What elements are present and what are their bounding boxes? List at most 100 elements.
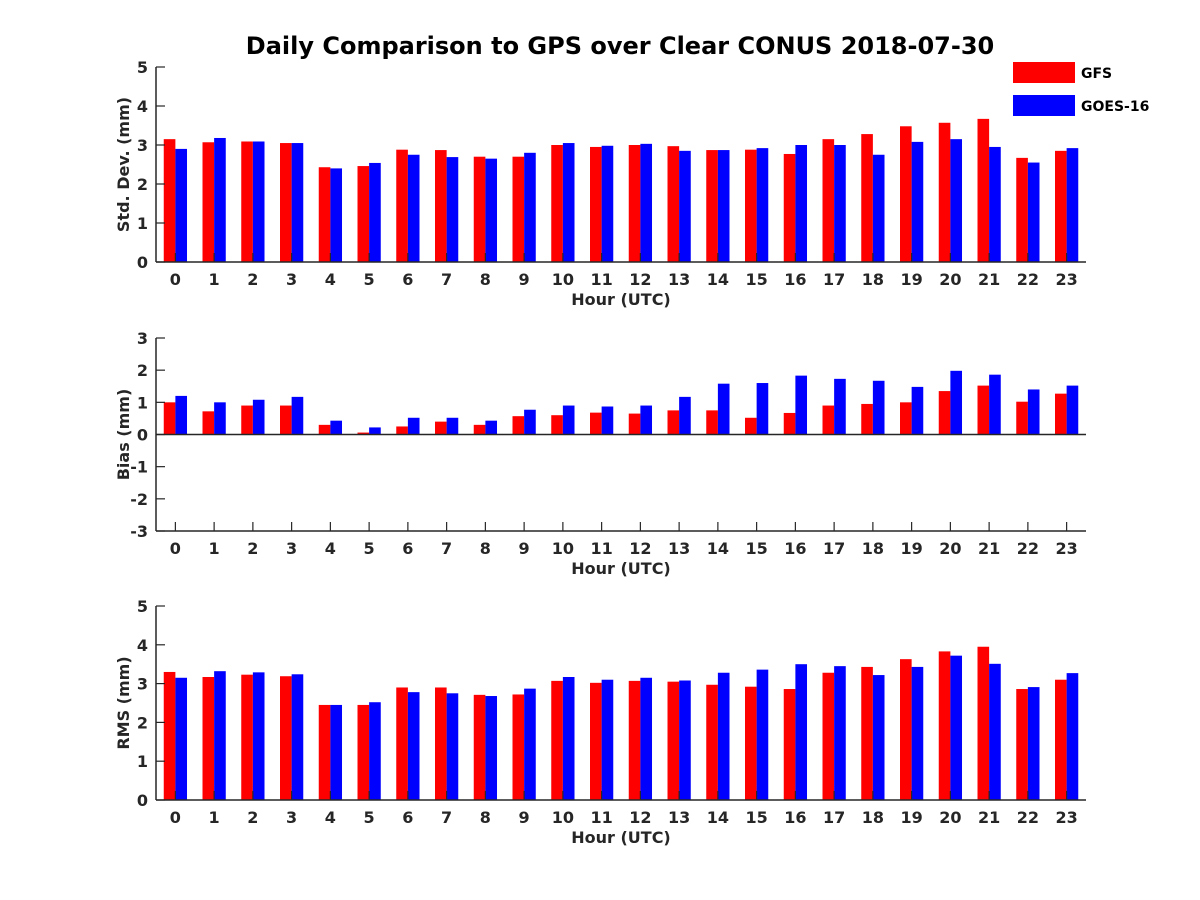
- rms-x-tick-label: 12: [629, 808, 651, 827]
- rms-bar-goes16-7: [446, 693, 459, 800]
- bias-x-tick-label: 14: [707, 539, 729, 558]
- legend-label-goes16: GOES-16: [1081, 99, 1149, 115]
- bias-bar-goes16-14: [717, 383, 730, 435]
- std-dev-bar-gfs-4: [318, 167, 331, 262]
- rms-x-tick-label: 1: [209, 808, 220, 827]
- std-dev-bar-gfs-10: [551, 145, 563, 262]
- bias-bar-goes16-2: [252, 399, 265, 435]
- bias-y-axis-label: Bias (mm): [114, 389, 133, 481]
- std-dev-bar-goes16-5: [369, 162, 381, 262]
- rms-x-tick-label: 9: [519, 808, 530, 827]
- rms-bar-gfs-10: [551, 680, 563, 800]
- bias-bar-gfs-10: [551, 415, 563, 435]
- bias-x-tick-label: 1: [209, 539, 220, 558]
- std-dev-bar-goes16-9: [524, 152, 536, 262]
- std-dev-bar-gfs-21: [977, 118, 990, 263]
- bias-bar-goes16-17: [834, 378, 846, 435]
- legend-swatch-goes16: [1013, 95, 1075, 116]
- rms-bar-gfs-18: [861, 666, 873, 800]
- rms-bar-gfs-15: [745, 686, 757, 800]
- bias-bar-goes16-16: [795, 375, 808, 435]
- bias-bar-gfs-0: [163, 402, 176, 435]
- bias-bar-goes16-23: [1066, 385, 1079, 435]
- std-dev-bar-gfs-20: [938, 122, 951, 263]
- rms-x-tick-label: 19: [900, 808, 922, 827]
- rms-bar-goes16-15: [756, 669, 769, 800]
- bias-bar-goes16-1: [214, 402, 226, 435]
- bias-bar-goes16-12: [640, 405, 653, 435]
- rms-bar-goes16-20: [950, 655, 963, 800]
- rms-bar-goes16-4: [330, 704, 343, 800]
- bias-bar-gfs-16: [783, 412, 796, 435]
- bias-y-tick-label: 1: [137, 393, 148, 412]
- bias-bar-gfs-11: [590, 412, 602, 435]
- std-dev-bar-goes16-22: [1027, 162, 1040, 262]
- rms-y-tick-label: 4: [137, 636, 148, 655]
- std-dev-x-tick-label: 15: [745, 270, 767, 289]
- rms-bar-gfs-21: [977, 646, 990, 800]
- bias-bar-goes16-9: [524, 409, 536, 435]
- std-dev-x-tick-label: 22: [1017, 270, 1039, 289]
- std-dev-y-tick-label: 0: [137, 253, 148, 272]
- bias-x-tick-label: 13: [668, 539, 690, 558]
- std-dev-bar-gfs-15: [745, 149, 757, 262]
- rms-x-tick-label: 13: [668, 808, 690, 827]
- std-dev-bar-gfs-23: [1055, 150, 1067, 262]
- rms-x-tick-label: 0: [170, 808, 181, 827]
- bias-x-tick-label: 2: [247, 539, 258, 558]
- rms-bar-goes16-11: [601, 679, 614, 800]
- std-dev-y-axis-label: Std. Dev. (mm): [114, 97, 133, 232]
- std-dev-bar-goes16-14: [717, 150, 730, 262]
- std-dev-bar-goes16-0: [175, 148, 188, 262]
- std-dev-bar-goes16-1: [214, 137, 226, 262]
- std-dev-x-tick-label: 2: [247, 270, 258, 289]
- bias-bar-gfs-3: [280, 405, 292, 435]
- bias-bar-goes16-5: [369, 427, 381, 435]
- rms-y-tick-label: 2: [137, 713, 148, 732]
- rms-x-tick-label: 20: [939, 808, 961, 827]
- std-dev-bar-goes16-10: [562, 143, 575, 262]
- std-dev-y-tick-label: 4: [137, 97, 148, 116]
- std-dev-y-tick-label: 1: [137, 214, 148, 233]
- bias-x-tick-label: 3: [286, 539, 297, 558]
- rms-x-tick-label: 23: [1055, 808, 1077, 827]
- bias-x-tick-label: 19: [900, 539, 922, 558]
- std-dev-bar-gfs-18: [861, 134, 873, 262]
- bias-bar-goes16-4: [330, 420, 343, 435]
- std-dev-bar-goes16-19: [911, 141, 924, 262]
- std-dev-bar-goes16-18: [872, 154, 885, 262]
- std-dev-bar-goes16-16: [795, 145, 808, 262]
- rms-bar-goes16-9: [524, 688, 536, 800]
- bias-bar-goes16-15: [756, 383, 769, 435]
- bias-bar-gfs-18: [861, 403, 873, 435]
- bias-bar-gfs-13: [667, 410, 680, 435]
- std-dev-x-tick-label: 13: [668, 270, 690, 289]
- std-dev-bar-gfs-5: [357, 166, 370, 262]
- std-dev-bar-gfs-7: [435, 150, 447, 262]
- rms-bar-gfs-17: [822, 672, 835, 800]
- std-dev-bar-gfs-6: [396, 149, 408, 262]
- rms-bar-goes16-2: [252, 672, 265, 800]
- bias-bar-gfs-4: [318, 424, 331, 435]
- std-dev-bar-goes16-7: [446, 157, 459, 262]
- legend-label-gfs: GFS: [1081, 66, 1112, 82]
- rms-bar-gfs-3: [280, 676, 292, 800]
- bias-x-tick-label: 20: [939, 539, 961, 558]
- rms-bar-goes16-23: [1066, 673, 1079, 800]
- bias-y-tick-label: 3: [137, 329, 148, 348]
- rms-bar-gfs-6: [396, 687, 408, 800]
- std-dev-x-tick-label: 14: [707, 270, 729, 289]
- std-dev-x-tick-label: 18: [862, 270, 884, 289]
- rms-bar-gfs-14: [706, 684, 718, 800]
- rms-x-tick-label: 15: [745, 808, 767, 827]
- bias-bar-goes16-18: [872, 380, 885, 435]
- bias-bar-gfs-23: [1055, 393, 1067, 435]
- std-dev-bar-gfs-1: [202, 142, 215, 262]
- rms-bar-gfs-9: [512, 694, 525, 800]
- rms-x-tick-label: 14: [707, 808, 729, 827]
- rms-bar-goes16-1: [214, 671, 226, 800]
- std-dev-bar-gfs-3: [280, 143, 292, 262]
- rms-bar-gfs-22: [1016, 689, 1028, 800]
